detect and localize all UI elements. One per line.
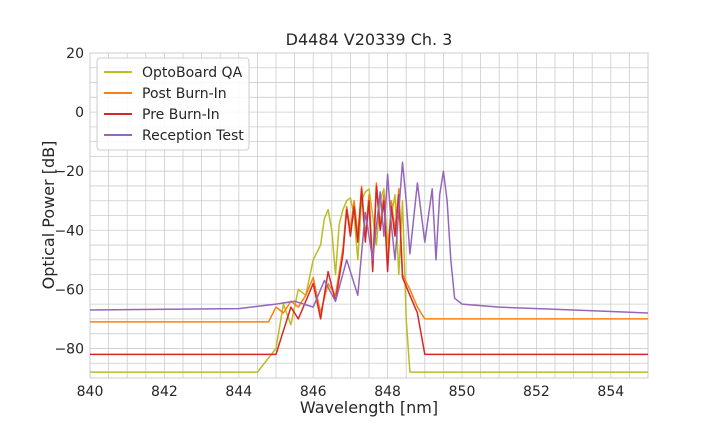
y-tick-label: −40 <box>54 223 84 239</box>
x-tick-label: 852 <box>523 384 550 400</box>
legend-label: Post Burn-In <box>142 86 227 102</box>
y-axis-label: Optical Power [dB] <box>39 141 58 290</box>
x-axis-label: Wavelength [nm] <box>300 398 438 417</box>
series-line <box>90 185 648 356</box>
series-lines <box>90 161 648 373</box>
x-tick-label: 850 <box>449 384 476 400</box>
y-tick-label: −80 <box>54 341 84 357</box>
x-tick-label: 854 <box>597 384 624 400</box>
series-line <box>90 188 648 373</box>
y-tick-label: −20 <box>54 164 84 180</box>
x-tick-label: 842 <box>151 384 178 400</box>
legend-label: OptoBoard QA <box>142 65 243 81</box>
legend-label: Reception Test <box>142 128 244 144</box>
series-line <box>90 161 648 314</box>
x-tick-labels: 840 842 844 846 848 850 852 854 <box>77 384 625 400</box>
legend-label: Pre Burn-In <box>142 107 220 123</box>
y-tick-label: 20 <box>66 46 84 62</box>
legend-box <box>96 57 250 151</box>
chart-title: D4484 V20339 Ch. 3 <box>286 30 453 49</box>
x-tick-label: 840 <box>77 384 104 400</box>
y-tick-label: −60 <box>54 282 84 298</box>
legend: OptoBoard QA Post Burn-In Pre Burn-In Recep… <box>96 57 250 151</box>
y-tick-label: 0 <box>75 105 84 121</box>
x-tick-label: 844 <box>225 384 252 400</box>
x-tick-label: 846 <box>300 384 327 400</box>
y-tick-labels: 20 0 −20 −40 −60 −80 <box>54 46 84 357</box>
x-tick-label: 848 <box>374 384 401 400</box>
